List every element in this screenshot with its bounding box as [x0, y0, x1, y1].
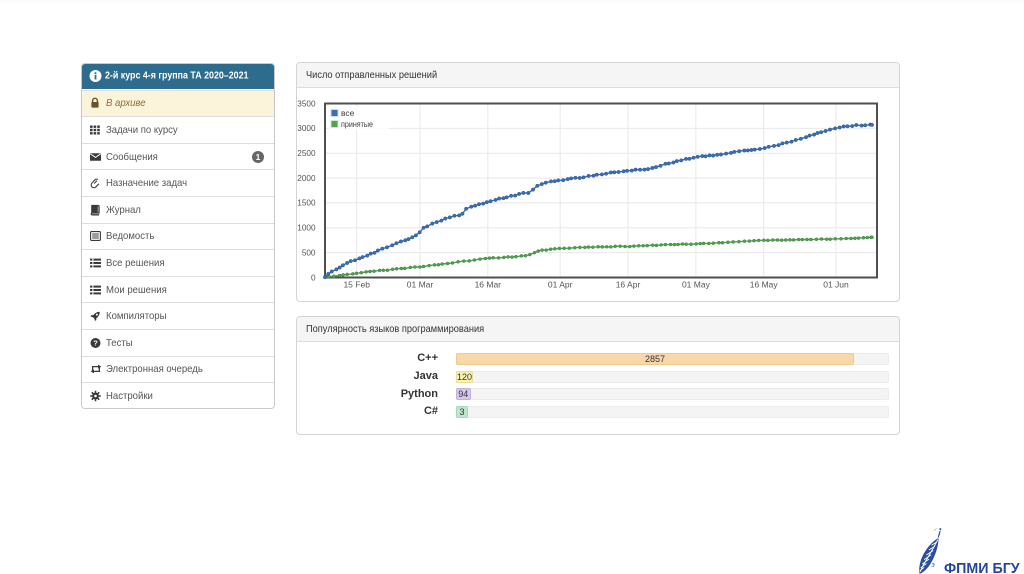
svg-text:э: э	[931, 560, 935, 569]
svg-text:все: все	[341, 108, 355, 118]
svg-text:16 Mar: 16 Mar	[475, 280, 502, 290]
svg-text:01 May: 01 May	[682, 280, 711, 290]
svg-text:0: 0	[311, 273, 316, 282]
svg-text:1000: 1000	[297, 224, 316, 233]
svg-text:принятые: принятые	[341, 119, 373, 129]
svg-text:16 May: 16 May	[750, 280, 779, 290]
svg-text:2000: 2000	[297, 174, 316, 183]
svg-text:01 Jun: 01 Jun	[823, 280, 849, 290]
svg-text:01 Apr: 01 Apr	[548, 280, 573, 290]
svg-text:01 Mar: 01 Mar	[407, 280, 434, 290]
svg-text:2500: 2500	[297, 149, 316, 158]
svg-text:3500: 3500	[297, 99, 316, 108]
svg-text:3000: 3000	[297, 124, 316, 133]
svg-text:?: ?	[93, 338, 98, 347]
svg-text:16 Apr: 16 Apr	[616, 280, 641, 290]
svg-text:500: 500	[302, 248, 316, 257]
svg-text:15 Feb: 15 Feb	[343, 280, 370, 290]
svg-text:1500: 1500	[297, 199, 316, 208]
